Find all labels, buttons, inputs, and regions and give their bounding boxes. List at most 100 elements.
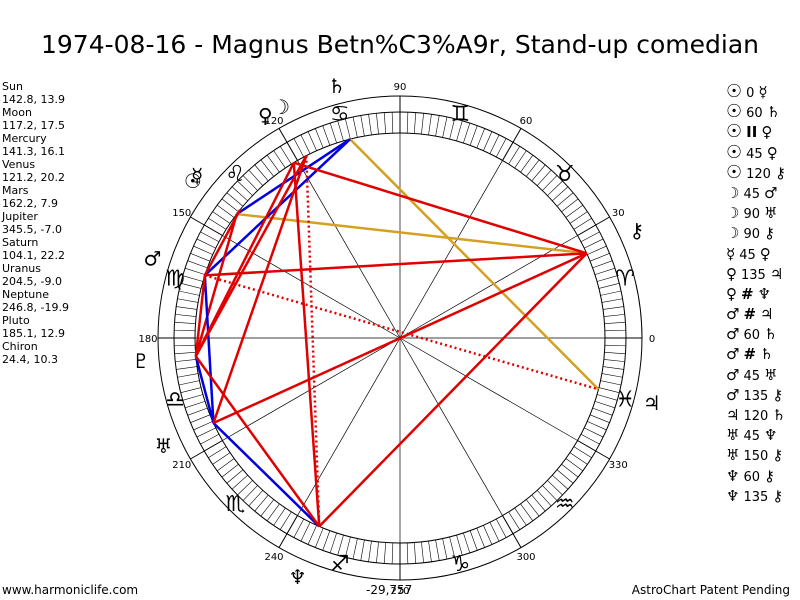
degree-tick: [525, 499, 540, 517]
aspect-type: 120: [743, 409, 769, 424]
zodiac-sign-glyph: ♊: [450, 102, 470, 127]
degree-tick: [322, 530, 331, 551]
aspect-planet-glyph: ♀: [761, 123, 773, 142]
degree-tick: [254, 494, 269, 512]
degree-tick: [216, 458, 235, 472]
degree-tick: [569, 211, 588, 224]
aspect-line: [194, 155, 308, 357]
aspect-planet-glyph: ⚷: [772, 446, 784, 465]
degree-tick: [175, 359, 197, 362]
degree-tick: [520, 154, 534, 173]
degree-tick: [376, 113, 379, 135]
planet-glyph-venus: ♀: [258, 104, 273, 128]
degree-tick: [598, 283, 620, 289]
aspect-type: 90: [743, 207, 760, 223]
degree-tick: [190, 414, 211, 423]
degree-tick: [231, 186, 248, 202]
zodiac-sign-glyph: ♋: [330, 102, 350, 127]
planet-coords-saturn: 104.1, 22.2: [2, 249, 65, 262]
degree-tick: [260, 159, 275, 177]
degree-tick: [428, 114, 432, 136]
degree-tick: [580, 433, 600, 445]
degree-tick: [456, 534, 463, 556]
degree-tick: [536, 490, 552, 507]
degree-tick: [604, 352, 626, 355]
planet-glyph-mars: ♂: [143, 247, 161, 271]
degree-tick: [221, 463, 239, 478]
degree-tick: [463, 532, 471, 554]
aspect-row: ♅ 150 ⚷: [726, 445, 786, 465]
planet-coords-mercury: 141.3, 16.1: [2, 145, 65, 158]
aspect-planet-glyph: ♄: [772, 406, 786, 424]
degree-tick: [193, 245, 213, 255]
planet-list: Sun 142.8, 13.9 Moon 117.2, 17.5 Mercury 141.…: [2, 80, 69, 366]
degree-tick: [187, 260, 208, 269]
footer-patent: AstroChart Patent Pending: [631, 583, 790, 597]
planet-coords-jupiter: 345.5, -7.0: [2, 223, 62, 236]
degree-tick: [573, 217, 592, 230]
degree-tick: [603, 314, 625, 317]
degree-tick: [594, 267, 616, 275]
degree-tick: [489, 134, 500, 154]
aspect-line: [293, 161, 588, 255]
degree-tick: [178, 290, 200, 296]
degree-tick: [596, 275, 618, 282]
aspect-planet-glyph: ☉: [726, 81, 743, 102]
sign-divider: [190, 440, 223, 460]
degree-tick: [552, 474, 569, 490]
degree-tick: [279, 511, 292, 530]
planet-glyph-uranus: ♅: [154, 434, 172, 458]
planet-name-sun: Sun: [2, 80, 23, 93]
footer-website[interactable]: www.harmoniclife.com: [2, 583, 139, 597]
degree-tick: [242, 485, 258, 501]
aspect-type: 45: [739, 247, 756, 263]
zodiac-sign-glyph: ♌: [225, 162, 245, 187]
degree-tick: [587, 421, 607, 431]
aspect-planet-glyph: ⚷: [774, 163, 786, 182]
degree-tick: [604, 321, 626, 324]
degree-tick: [584, 238, 604, 249]
aspect-row: ☉ 120 ⚷: [726, 162, 786, 183]
degree-tick: [565, 204, 584, 218]
planet-glyph-pluto: ♇: [132, 349, 150, 373]
degree-label: 330: [609, 460, 628, 471]
zodiac-sign-glyph: ♐: [330, 552, 350, 577]
degree-label: 0: [649, 334, 655, 345]
sign-divider: [502, 515, 522, 548]
degree-tick: [329, 122, 337, 144]
aspect-row: ☽ 45 ♂: [726, 183, 786, 203]
aspect-row: ♅ 45 ♆: [726, 425, 786, 445]
degree-tick: [200, 433, 220, 445]
degree-tick: [260, 499, 275, 517]
degree-tick: [352, 538, 358, 560]
degree-tick: [200, 231, 220, 243]
aspect-line: [204, 274, 599, 391]
degree-label: 60: [520, 116, 533, 127]
degree-tick: [495, 138, 507, 158]
degree-tick: [193, 421, 213, 431]
degree-tick: [176, 306, 198, 310]
degree-tick: [580, 231, 600, 243]
degree-tick: [315, 128, 324, 149]
degree-tick: [300, 134, 311, 154]
aspect-planet-glyph: ♆: [764, 426, 778, 445]
degree-tick: [307, 525, 317, 545]
degree-tick: [565, 458, 584, 472]
aspect-planet-glyph: ☿: [726, 244, 736, 263]
aspect-planet-glyph: ♄: [760, 345, 774, 364]
aspect-planet-glyph: ☿: [758, 83, 768, 101]
degree-tick: [182, 275, 204, 282]
zodiac-sign-glyph: ♓: [615, 387, 635, 412]
degree-tick: [469, 530, 478, 551]
degree-tick: [428, 540, 432, 562]
degree-tick: [208, 446, 227, 459]
aspect-type: 45: [743, 368, 760, 384]
degree-tick: [248, 490, 264, 507]
aspect-planet-glyph: ☉: [726, 101, 743, 123]
degree-tick: [248, 169, 264, 186]
degree-tick: [216, 204, 235, 218]
degree-tick: [442, 538, 448, 560]
degree-tick: [266, 503, 280, 522]
degree-tick: [300, 522, 311, 542]
degree-tick: [337, 120, 344, 142]
